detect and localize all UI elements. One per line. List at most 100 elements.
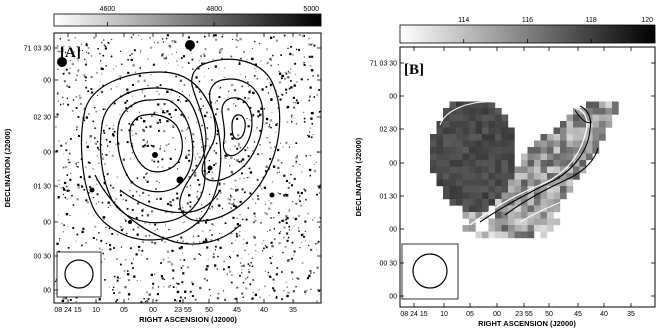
noise-speck [248, 254, 249, 255]
noise-speck [310, 155, 311, 156]
noise-speck [249, 168, 251, 170]
velocity-pixel [528, 173, 535, 180]
noise-speck [79, 95, 81, 97]
velocity-pixel [437, 141, 444, 148]
noise-speck [269, 82, 270, 83]
noise-speck [173, 125, 174, 126]
noise-speck [132, 268, 133, 269]
noise-speck [180, 237, 182, 239]
noise-speck [178, 208, 180, 210]
noise-speck [210, 116, 212, 118]
noise-speck [301, 192, 303, 194]
noise-speck [187, 127, 188, 128]
noise-speck [210, 239, 211, 240]
velocity-pixel [521, 180, 528, 187]
x-tick-label: 08 24 15 [400, 311, 427, 318]
noise-speck [233, 251, 234, 252]
bright-source [90, 188, 95, 193]
noise-speck [260, 61, 261, 62]
noise-speck [66, 85, 67, 86]
noise-speck [63, 224, 65, 226]
velocity-pixel [495, 121, 502, 128]
velocity-pixel [547, 193, 554, 200]
velocity-pixel [476, 186, 483, 193]
noise-speck [101, 73, 102, 74]
velocity-pixel [567, 115, 574, 122]
noise-speck [105, 109, 106, 110]
velocity-pixel [508, 128, 515, 135]
noise-speck [150, 126, 152, 128]
noise-speck [153, 64, 155, 66]
noise-speck [295, 203, 297, 205]
noise-speck [207, 280, 208, 281]
noise-speck [269, 229, 271, 231]
y-tick-label: 00 [43, 220, 51, 227]
noise-speck [158, 167, 159, 168]
noise-speck [138, 250, 139, 251]
velocity-pixel [443, 186, 450, 193]
velocity-pixel [495, 219, 502, 226]
velocity-pixel [456, 154, 463, 161]
noise-speck [280, 54, 282, 56]
noise-speck [206, 246, 208, 248]
x-tick-label: 00 [149, 307, 157, 314]
velocity-pixel [599, 121, 606, 128]
noise-speck [216, 198, 218, 200]
velocity-pixel [528, 180, 535, 187]
velocity-pixel [573, 141, 580, 148]
velocity-pixel [606, 108, 613, 115]
noise-speck [112, 187, 114, 189]
noise-speck [205, 240, 207, 242]
noise-speck [294, 301, 295, 302]
noise-speck [266, 246, 268, 248]
noise-speck [86, 116, 88, 118]
noise-speck [95, 111, 97, 113]
noise-speck [224, 157, 226, 159]
noise-speck [192, 283, 194, 285]
noise-speck [163, 258, 165, 260]
velocity-pixel [606, 102, 613, 109]
y-tick-label: 00 [389, 227, 397, 234]
noise-speck [88, 162, 90, 164]
velocity-pixel [547, 212, 554, 219]
velocity-pixel [476, 212, 483, 219]
noise-speck [109, 128, 111, 130]
noise-speck [107, 145, 108, 146]
noise-speck [206, 172, 208, 174]
velocity-pixel [495, 225, 502, 232]
noise-speck [269, 276, 271, 278]
velocity-pixel [443, 147, 450, 154]
noise-speck [280, 98, 282, 100]
noise-speck [237, 255, 239, 257]
velocity-pixel [547, 199, 554, 206]
noise-speck [248, 271, 250, 273]
noise-speck [211, 171, 213, 173]
noise-speck [284, 196, 285, 197]
noise-speck [234, 180, 236, 182]
velocity-pixel [567, 154, 574, 161]
noise-speck [237, 134, 239, 136]
noise-speck [236, 189, 238, 191]
noise-speck [311, 136, 313, 138]
noise-speck [196, 196, 198, 198]
noise-speck [188, 194, 190, 196]
noise-speck [179, 96, 180, 97]
velocity-pixel [476, 141, 483, 148]
velocity-pixel [482, 193, 489, 200]
noise-speck [180, 101, 181, 102]
noise-speck [126, 89, 128, 91]
noise-speck [63, 194, 64, 195]
noise-speck [248, 263, 250, 265]
noise-speck [295, 218, 297, 220]
noise-speck [311, 123, 313, 125]
noise-speck [172, 137, 173, 138]
panel-label-b: [B] [404, 62, 424, 78]
noise-speck [167, 34, 169, 36]
noise-speck [292, 201, 293, 202]
noise-speck [316, 300, 318, 302]
y-tick-label: 00 [389, 161, 397, 168]
noise-speck [193, 236, 194, 237]
noise-speck [217, 131, 218, 132]
noise-speck [306, 155, 307, 156]
noise-speck [287, 76, 289, 78]
